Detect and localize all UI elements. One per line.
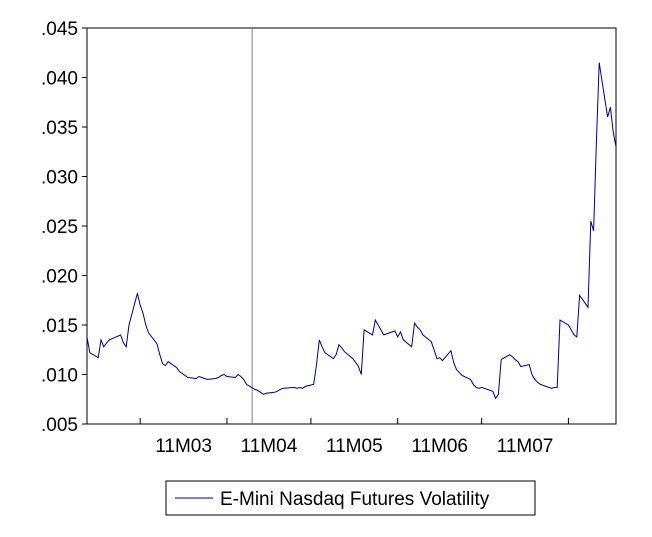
series-line <box>86 62 617 400</box>
y-tick-label: .010 <box>41 366 78 387</box>
legend-label: E-Mini Nasdaq Futures Volatility <box>220 489 490 510</box>
y-axis: .005 .010 .015 .020 .025 .030 .035 .040 .045 <box>41 19 87 436</box>
y-tick-label: .040 <box>41 69 78 90</box>
x-tick-label: 11M05 <box>326 436 383 457</box>
legend-box <box>165 480 536 516</box>
y-tick-label: .005 <box>41 415 78 436</box>
y-tick-label: .015 <box>41 316 78 337</box>
y-tick-label: .045 <box>41 19 78 40</box>
x-tick-label: 11M07 <box>497 436 554 457</box>
y-tick-label: .035 <box>41 118 78 139</box>
y-tick-label: .020 <box>41 267 78 288</box>
x-axis: 11M03 11M04 11M05 11M06 11M07 <box>139 418 569 457</box>
x-tick-label: 11M04 <box>241 436 298 457</box>
y-tick-label: .025 <box>41 217 78 238</box>
legend: E-Mini Nasdaq Futures Volatility <box>165 480 536 516</box>
x-tick-label: 11M03 <box>155 436 212 457</box>
y-tick-label: .030 <box>41 168 78 189</box>
x-tick-label: 11M06 <box>411 436 468 457</box>
